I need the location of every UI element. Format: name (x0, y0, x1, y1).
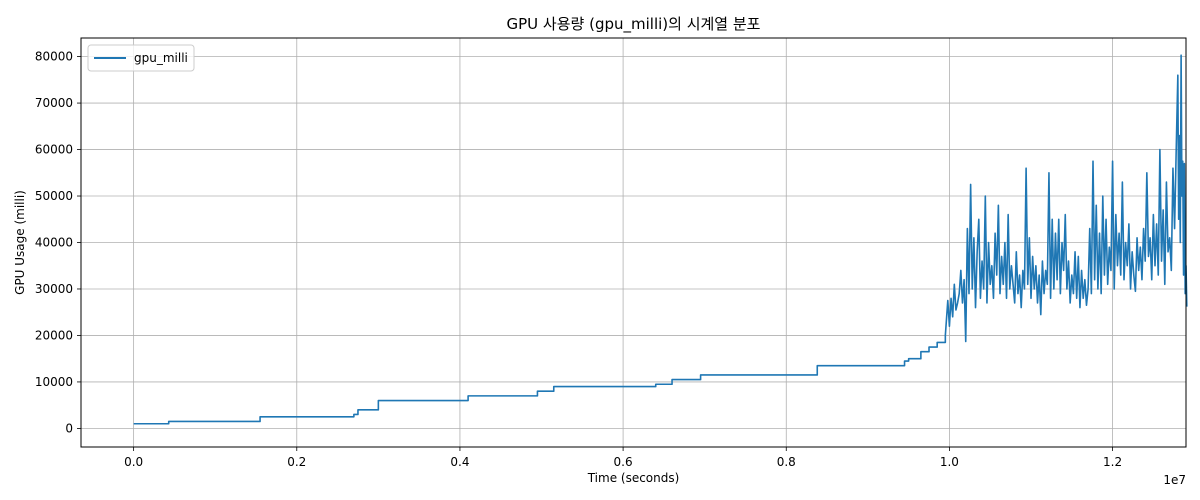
y-tick-label: 80000 (35, 50, 73, 64)
y-axis-label: GPU Usage (milli) (13, 190, 27, 295)
y-tick-label: 60000 (35, 143, 73, 157)
y-tick-label: 10000 (35, 375, 73, 389)
x-tick-label: 0.8 (777, 455, 796, 469)
chart-title: GPU 사용량 (gpu_milli)의 시계열 분포 (507, 15, 761, 34)
x-tick-label: 0.0 (124, 455, 143, 469)
x-tick-label: 0.4 (450, 455, 469, 469)
x-tick-label: 0.2 (287, 455, 306, 469)
y-tick-label: 50000 (35, 189, 73, 203)
legend: gpu_milli (87, 44, 195, 72)
y-axis: 0 10000 20000 30000 40000 50000 60000 70000 8000… (35, 50, 81, 435)
series-line-gpu-milli (133, 54, 1188, 425)
y-tick-label: 70000 (35, 96, 73, 110)
x-tick-label: 0.6 (614, 455, 633, 469)
y-tick-label: 0 (65, 421, 73, 435)
y-tick-label: 20000 (35, 328, 73, 342)
legend-entry-gpu-milli: gpu_milli (134, 51, 188, 65)
x-tick-label: 1.2 (1103, 455, 1122, 469)
x-axis-offset-label: 1e7 (1163, 473, 1186, 487)
y-tick-label: 40000 (35, 236, 73, 250)
series-layer (133, 54, 1188, 425)
grid (81, 38, 1186, 447)
x-axis-label: Time (seconds) (587, 471, 680, 485)
x-axis: 0.0 0.2 0.4 0.6 0.8 1.0 1.2 (124, 447, 1122, 469)
legend-box (87, 44, 195, 72)
x-tick-label: 1.0 (940, 455, 959, 469)
y-tick-label: 30000 (35, 282, 73, 296)
